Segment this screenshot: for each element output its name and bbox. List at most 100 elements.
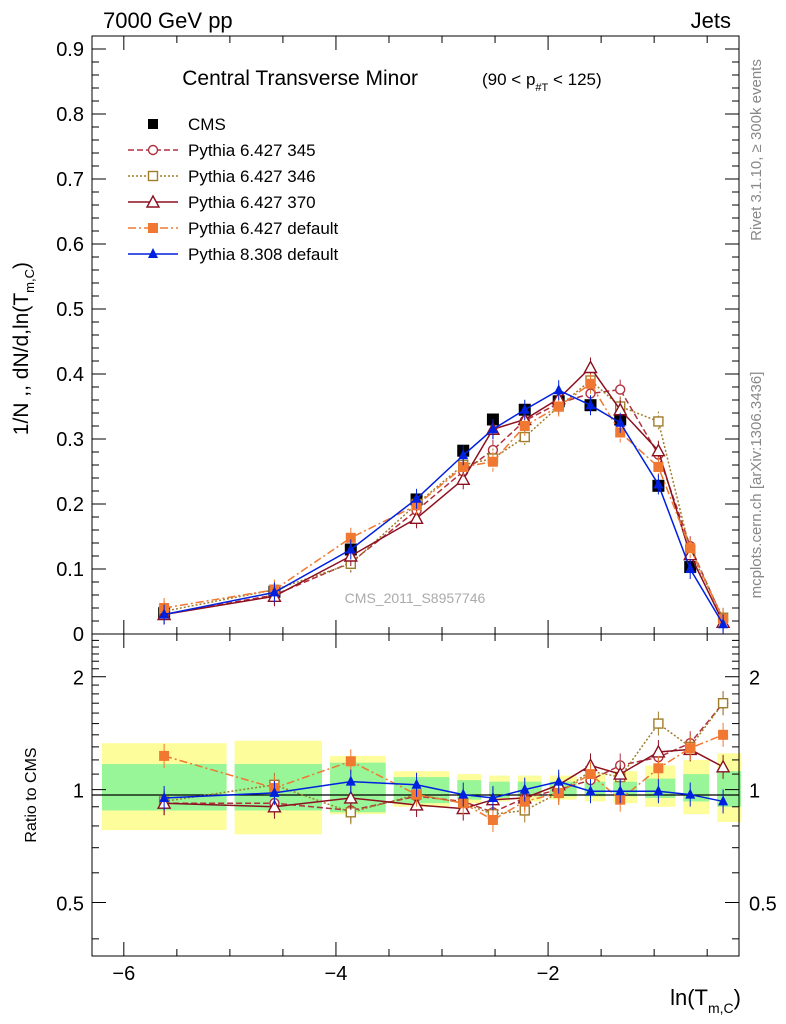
marker-triangle [148,248,158,258]
marker-square [519,421,530,431]
main-ylabel-text: 1/N ,, dN/d,ln(T [10,293,33,436]
marker-triangle-open [613,766,628,780]
ratio-panel: 0.5 0.5 1 1 2 2 −6 −4 −2 Ratio to CMS ln(Tm,C) [23,633,777,1016]
marker-triangle [718,795,729,806]
marker-square [345,756,356,767]
marker-square [653,763,664,774]
marker-square [148,223,158,233]
marker-triangle [269,586,280,597]
xlabel-end: ) [734,985,741,1010]
marker-triangle-open [145,194,161,208]
marker-triangle-open [409,510,424,524]
ratio-axis-ticks: 0.5 0.5 1 1 2 2 −6 −4 −2 [56,634,777,985]
marker-triangle [519,783,530,794]
title-cut-sub: #T [535,82,548,94]
marker-square [487,814,498,825]
marker-triangle [653,478,664,489]
marker-triangle [269,786,280,797]
series-pythia-8-308-default [159,380,729,635]
ratio-y-tick-label-right: 2 [749,668,760,690]
xlabel-text: ln(T [670,985,708,1010]
band-inner [489,781,510,798]
marker-triangle-open [583,360,598,374]
marker-triangle [159,791,170,802]
marker-triangle [458,788,469,799]
y-tick-label: 0.6 [56,234,84,256]
rivet-label: Rivet 3.1.10, ≥ 300k events [748,59,765,241]
xlabel: ln(Tm,C) [670,985,741,1016]
marker-triangle [685,563,696,573]
marker-triangle [553,384,564,395]
ratio-ylabel: Ratio to CMS [23,747,40,842]
legend-entry: Pythia 6.427 346 [128,167,316,186]
marker-square-open [147,170,159,182]
band-inner [645,778,676,798]
y-tick-label: 0.5 [56,299,84,321]
ratio-series-group [156,691,731,832]
marker-triangle [615,785,626,796]
marker-square [553,401,564,412]
marker-triangle [519,403,530,414]
y-tick-label: 0.9 [56,39,84,61]
title-cut-text: (90 < p [482,70,535,89]
marker-triangle [653,785,664,796]
y-tick-label: 0.8 [56,104,84,126]
series-line [163,379,724,619]
legend-entry: CMS [148,115,226,134]
mcplots-label: mcplots.cern.ch [arXiv:1306.3436] [748,372,765,599]
legend-label: Pythia 6.427 370 [188,193,316,212]
header-left: 7000 GeV pp [103,8,233,33]
title-cut: (90 < p#T < 125) [482,70,602,94]
legend-label: Pythia 6.427 345 [188,141,316,160]
main-ylabel: 1/N ,, dN/d,ln(Tm,C) [10,262,37,435]
marker-triangle-open [267,799,282,813]
marker-square [487,456,498,467]
marker-triangle [458,449,469,460]
marker-triangle-open [343,790,358,804]
series-line [164,366,724,623]
marker-triangle [685,788,696,799]
legend-label: Pythia 6.427 default [188,219,339,238]
y-tick-label: 0.4 [56,364,84,386]
watermark: CMS_2011_S8957746 [345,590,486,606]
marker-triangle-open [651,443,666,457]
main-series-group [156,357,731,635]
marker-triangle [487,791,498,802]
legend-entry: Pythia 6.427 default [128,219,339,238]
marker-triangle [411,492,422,503]
marker-square [685,543,696,554]
ratio-bands [102,740,741,835]
ratio-y-tick-label-right: 1 [749,781,760,803]
header-right: Jets [691,8,731,33]
x-tick-label: −2 [537,963,560,985]
x-tick-label: −6 [112,963,135,985]
legend-entry: Pythia 8.308 default [128,245,339,264]
marker-square [685,743,696,754]
marker-square [585,769,596,780]
marker-square [718,729,729,740]
main-ylabel-end: ) [10,262,33,269]
x-tick-label: −4 [325,963,348,985]
series-line [163,388,724,621]
marker-triangle [615,416,626,427]
marker-triangle [345,775,356,786]
legend: CMS Pythia 6.427 345 Pythia 6.427 346 Pythi… [128,115,339,264]
marker-triangle [553,775,564,786]
band-inner [330,762,386,813]
legend-label: Pythia 8.308 default [188,245,339,264]
main-panel: 0 0.1 0.2 0.3 0.4 0.5 0.6 0.7 0.8 0.9 Central Tra… [10,35,740,646]
marker-square [585,378,596,389]
ratio-series-pythia-8-308-default [159,769,729,814]
marker-triangle-open [715,759,731,773]
marker-square-open [653,718,664,729]
marker-triangle [159,608,170,619]
legend-entry: Pythia 6.427 370 [128,193,316,212]
marker-triangle-open [456,471,471,485]
marker-square [653,461,664,472]
marker-circle-open [615,384,626,395]
marker-triangle [487,423,498,434]
marker-square [345,532,356,543]
series-line [164,382,724,620]
legend-entry: Pythia 6.427 345 [128,141,316,160]
